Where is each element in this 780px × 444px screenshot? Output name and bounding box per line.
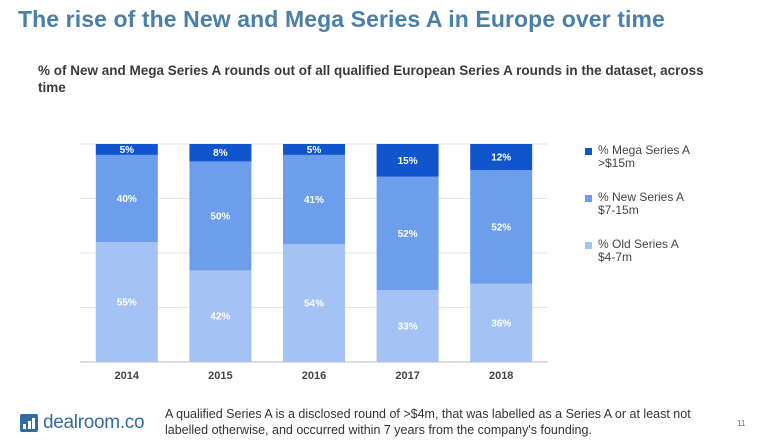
legend-swatch (585, 148, 592, 155)
legend-item: % Mega Series A >$15m (585, 144, 690, 170)
bar-segment (376, 176, 439, 291)
bar-value-label: 15% (398, 156, 418, 167)
bar-segment (95, 144, 158, 155)
bar-segment (376, 144, 439, 177)
bar-labels: 55% 40% 5% 42% 50% 8% 54% 41% 5% 33% 52% 15% 36% 52% 1… (117, 145, 512, 333)
footnote: A qualified Series A is a disclosed roun… (165, 407, 691, 437)
x-axis-ticks: 2014 2015 2016 2017 2018 (115, 370, 514, 382)
legend-swatch (585, 242, 592, 249)
legend-label: % Old Series A $4-7m (598, 237, 679, 264)
stacked-bar-chart: 55% 40% 5% 42% 50% 8% 54% 41% 5% 33% 52% 15% 36% 52% 1… (80, 143, 548, 382)
bar-value-label: 52% (398, 229, 418, 240)
legend-swatch (585, 195, 592, 202)
legend-item: % Old Series A $4-7m (585, 238, 679, 264)
legend-item: % New Series A $7-15m (585, 191, 684, 217)
x-tick-label: 2014 (115, 370, 140, 382)
legend-label: % New Series A $7-15m (598, 190, 685, 217)
bar-segment (283, 144, 345, 155)
bar-segment (470, 283, 533, 362)
dealroom-logo[interactable]: dealroom.co (20, 412, 145, 434)
bar-value-label: 5% (120, 145, 135, 156)
bar-segment (470, 170, 533, 284)
bar-segment (95, 154, 158, 243)
bar-value-label: 55% (117, 298, 137, 309)
bar-value-label: 33% (398, 322, 418, 333)
bar-value-label: 42% (210, 312, 230, 323)
x-tick-label: 2015 (208, 370, 232, 382)
bar-segment (189, 270, 252, 362)
chart-title: % of New and Mega Series A rounds out of… (38, 63, 704, 95)
bar-value-label: 41% (304, 195, 324, 206)
bar-value-label: 54% (304, 299, 324, 310)
x-tick-label: 2018 (489, 370, 513, 382)
bar-value-label: 52% (491, 222, 511, 233)
bar-value-label: 12% (491, 153, 511, 164)
page-number: 11 (737, 419, 746, 428)
x-tick-label: 2017 (395, 370, 419, 382)
slide-title: The rise of the New and Mega Series A in… (18, 6, 665, 32)
bar-value-label: 36% (491, 318, 511, 329)
bar-value-label: 40% (117, 194, 137, 205)
bar-value-label: 5% (307, 145, 322, 156)
bar-segment (376, 290, 439, 362)
bar-segment (283, 154, 345, 245)
bar-segment (189, 161, 252, 271)
logo-text: dealroom.co (43, 412, 145, 433)
bar-value-label: 50% (210, 211, 230, 222)
bar-segment (470, 144, 533, 171)
bar-segment (189, 144, 252, 162)
bar-value-label: 8% (213, 148, 228, 159)
bar-segment (95, 242, 158, 362)
x-tick-label: 2016 (302, 370, 326, 382)
footer: dealroom.co A qualified Series A is a di… (0, 404, 780, 444)
bars (95, 144, 533, 362)
legend-label: % Mega Series A >$15m (598, 143, 691, 170)
bar-segment (283, 244, 345, 362)
logo-bars-icon (20, 414, 38, 432)
